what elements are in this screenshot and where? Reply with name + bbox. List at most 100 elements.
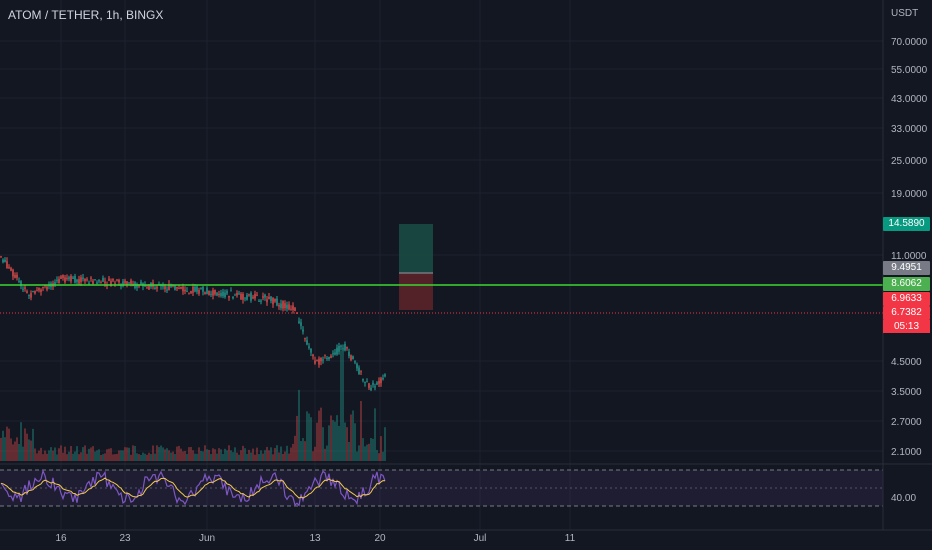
volume-bar: [302, 438, 304, 461]
volume-bar: [38, 450, 40, 461]
candle-body: [190, 291, 192, 294]
volume-bar: [2, 430, 4, 461]
volume-bar: [222, 454, 224, 461]
candle-body: [282, 301, 284, 309]
volume-bar: [60, 445, 62, 461]
candle-body: [78, 279, 80, 284]
candle-body: [306, 340, 308, 345]
candle-body: [226, 291, 228, 294]
candle-body: [128, 282, 130, 284]
candle-body: [48, 285, 50, 287]
volume-bar: [78, 454, 80, 461]
candle-body: [334, 352, 336, 355]
volume-bar: [104, 453, 106, 461]
volume-bar: [174, 454, 176, 461]
volume-bar: [200, 451, 202, 461]
candle-body: [346, 346, 348, 349]
price-scale-tick: 4.5000: [891, 357, 922, 368]
candle-body: [350, 355, 352, 361]
price-scale-tick: 2.7000: [891, 417, 922, 428]
candle-body: [260, 300, 262, 302]
volume-bar: [96, 450, 98, 461]
candle-body: [94, 279, 96, 281]
candle-body: [224, 292, 226, 297]
candle-body: [86, 279, 88, 281]
volume-bar: [244, 448, 246, 461]
volume-bar: [366, 444, 368, 461]
volume-bar: [264, 450, 266, 461]
volume-bar: [190, 447, 192, 461]
volume-bar: [214, 449, 216, 461]
candle-body: [130, 280, 132, 285]
candle-body: [384, 374, 386, 377]
volume-bar: [36, 453, 38, 461]
volume-bar: [66, 454, 68, 461]
volume-bar: [10, 438, 12, 461]
candle-body: [246, 295, 248, 300]
candle-body: [186, 291, 188, 293]
volume-bar: [198, 447, 200, 461]
volume-bar: [296, 415, 298, 461]
candle-body: [286, 304, 288, 309]
candle-body: [198, 289, 200, 294]
volume-bar: [226, 450, 228, 461]
candle-body: [42, 286, 44, 288]
candle-body: [300, 322, 302, 326]
candle-body: [140, 281, 142, 285]
time-axis[interactable]: 16 23 Jun 13 20 Jul 11: [55, 533, 575, 544]
volume-bar: [220, 449, 222, 461]
volume-bar: [376, 449, 378, 461]
volume-bar: [74, 451, 76, 461]
volume-bar: [54, 447, 56, 461]
volume-bar: [208, 449, 210, 461]
candle-body: [256, 294, 258, 296]
candle-body: [252, 296, 254, 299]
volume-bar: [258, 453, 260, 461]
volume-bar: [180, 448, 182, 461]
candle-body: [212, 290, 214, 296]
volume-bar: [150, 454, 152, 461]
candle-body: [210, 293, 212, 295]
candle-body: [74, 275, 76, 283]
volume-bar: [342, 351, 344, 461]
candle-body: [298, 321, 300, 324]
time-axis-tick: 23: [119, 533, 131, 544]
candle-body: [368, 383, 370, 389]
volume-bar: [138, 454, 140, 461]
volume-bar: [328, 425, 330, 461]
position-stop-zone[interactable]: [399, 273, 433, 310]
current-price-label: 6.7382: [883, 306, 930, 320]
candle-body: [148, 284, 150, 290]
volume-bar: [0, 437, 2, 461]
candle-body: [4, 259, 6, 262]
volume-bar: [204, 445, 206, 461]
volume-bar: [276, 445, 278, 461]
volume-bar: [236, 452, 238, 461]
volume-bar: [332, 420, 334, 461]
candle-body: [20, 281, 22, 287]
position-target-zone[interactable]: [399, 224, 433, 273]
candle-body: [364, 381, 366, 383]
volume-bar: [232, 452, 234, 461]
volume-bar: [344, 422, 346, 461]
volume-bar: [300, 441, 302, 461]
candle-body: [236, 293, 238, 296]
green-line-price-label: 8.6062: [883, 277, 930, 291]
candle-body: [332, 353, 334, 355]
price-scale[interactable]: 70.0000 55.0000 43.0000 33.0000 25.0000 19.00…: [891, 37, 928, 458]
volume-bar: [262, 453, 264, 461]
candle-body: [294, 307, 296, 312]
volume-bars: [0, 351, 386, 461]
time-axis-tick: Jun: [199, 533, 215, 544]
candle-body: [254, 294, 256, 299]
volume-bar: [20, 422, 22, 461]
candle-body: [58, 278, 60, 284]
volume-bar: [116, 453, 118, 461]
symbol-title[interactable]: ATOM / TETHER, 1h, BINGX: [8, 8, 164, 22]
volume-bar: [164, 449, 166, 461]
candle-body: [68, 277, 70, 280]
volume-bar: [182, 451, 184, 461]
candle-body: [378, 380, 380, 384]
candle-body: [238, 293, 240, 295]
